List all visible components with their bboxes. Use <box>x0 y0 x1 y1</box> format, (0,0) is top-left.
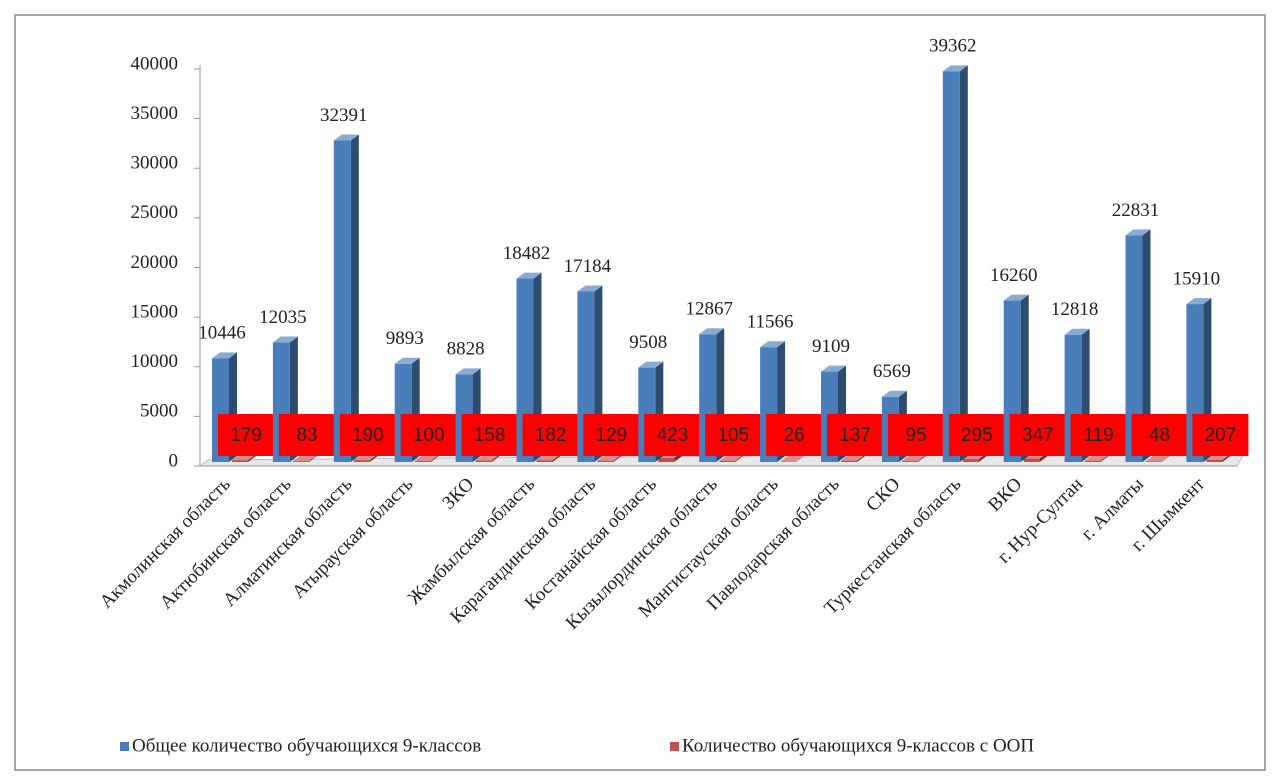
value-label: 129 <box>596 425 628 446</box>
value-label-box <box>766 414 823 456</box>
value-label-box <box>705 414 762 456</box>
value-label: 182 <box>535 425 567 446</box>
legend-label: Общее количество обучающихся 9-классов <box>132 735 481 756</box>
bar <box>414 455 439 462</box>
y-tick-label: 35000 <box>131 103 179 124</box>
value-label-box <box>1009 414 1066 456</box>
value-label: 423 <box>656 425 688 446</box>
value-label: 83 <box>296 425 317 446</box>
bar <box>597 454 622 462</box>
value-label-box <box>461 414 518 456</box>
value-label: 95 <box>905 425 926 446</box>
value-label-box <box>1070 414 1127 456</box>
value-label: 48 <box>1149 425 1170 446</box>
bar <box>901 455 926 462</box>
y-tick-label: 30000 <box>131 153 179 174</box>
value-label: 12867 <box>685 299 733 320</box>
value-label: 347 <box>1022 425 1054 446</box>
value-label-box <box>522 414 579 456</box>
y-tick-label: 40000 <box>131 53 179 74</box>
bar <box>780 455 805 462</box>
y-tick-label: 15000 <box>131 301 179 322</box>
value-label: 11566 <box>747 312 794 333</box>
value-label-box <box>827 414 883 456</box>
value-label-box <box>339 414 396 456</box>
bar <box>719 454 744 462</box>
value-label-box <box>644 414 701 456</box>
value-label: 15910 <box>1173 268 1221 289</box>
value-label: 10446 <box>198 323 246 344</box>
value-label-box <box>948 414 1005 456</box>
value-label-box <box>1192 414 1249 456</box>
value-label: 16260 <box>990 265 1038 286</box>
value-label: 32391 <box>320 105 368 126</box>
value-label: 12818 <box>1051 299 1099 320</box>
value-label: 207 <box>1205 425 1237 446</box>
legend-label: Количество обучающихся 9-классов с ООП <box>682 735 1034 756</box>
bar <box>841 454 865 462</box>
legend-swatch <box>670 742 679 751</box>
value-label: 100 <box>413 425 445 446</box>
y-tick-label: 5000 <box>140 401 178 422</box>
bar <box>292 455 317 462</box>
legend-swatch <box>120 742 129 751</box>
value-label-box <box>583 414 640 456</box>
value-label: 295 <box>961 425 993 446</box>
value-label: 22831 <box>1112 200 1160 221</box>
value-label: 9893 <box>386 328 424 349</box>
y-tick-label: 20000 <box>131 252 179 273</box>
value-label-box <box>400 414 457 456</box>
y-tick-label: 0 <box>169 450 179 471</box>
value-label: 179 <box>230 425 262 446</box>
value-label: 17184 <box>564 256 612 277</box>
value-label: 6569 <box>873 361 911 382</box>
value-label-box <box>1131 414 1188 456</box>
bar <box>942 65 968 462</box>
value-label: 39362 <box>929 36 977 57</box>
value-label: 105 <box>717 425 749 446</box>
value-label: 190 <box>352 425 384 446</box>
y-tick-label: 10000 <box>131 351 179 372</box>
value-label: 9508 <box>629 332 667 353</box>
bar <box>1145 455 1170 462</box>
value-label: 9109 <box>812 336 850 357</box>
value-label: 137 <box>839 425 871 446</box>
value-label: 18482 <box>503 243 551 264</box>
value-label-box <box>278 414 335 456</box>
bar <box>333 134 359 462</box>
value-label-box <box>887 414 944 456</box>
y-tick-label: 25000 <box>131 202 179 223</box>
value-label: 119 <box>1083 425 1113 446</box>
value-label: 8828 <box>447 339 485 360</box>
value-label-box <box>218 414 274 456</box>
bar <box>1125 229 1151 462</box>
value-label: 12035 <box>259 307 307 328</box>
value-label: 26 <box>784 425 805 446</box>
value-label: 158 <box>474 425 506 446</box>
bar <box>1084 454 1109 462</box>
